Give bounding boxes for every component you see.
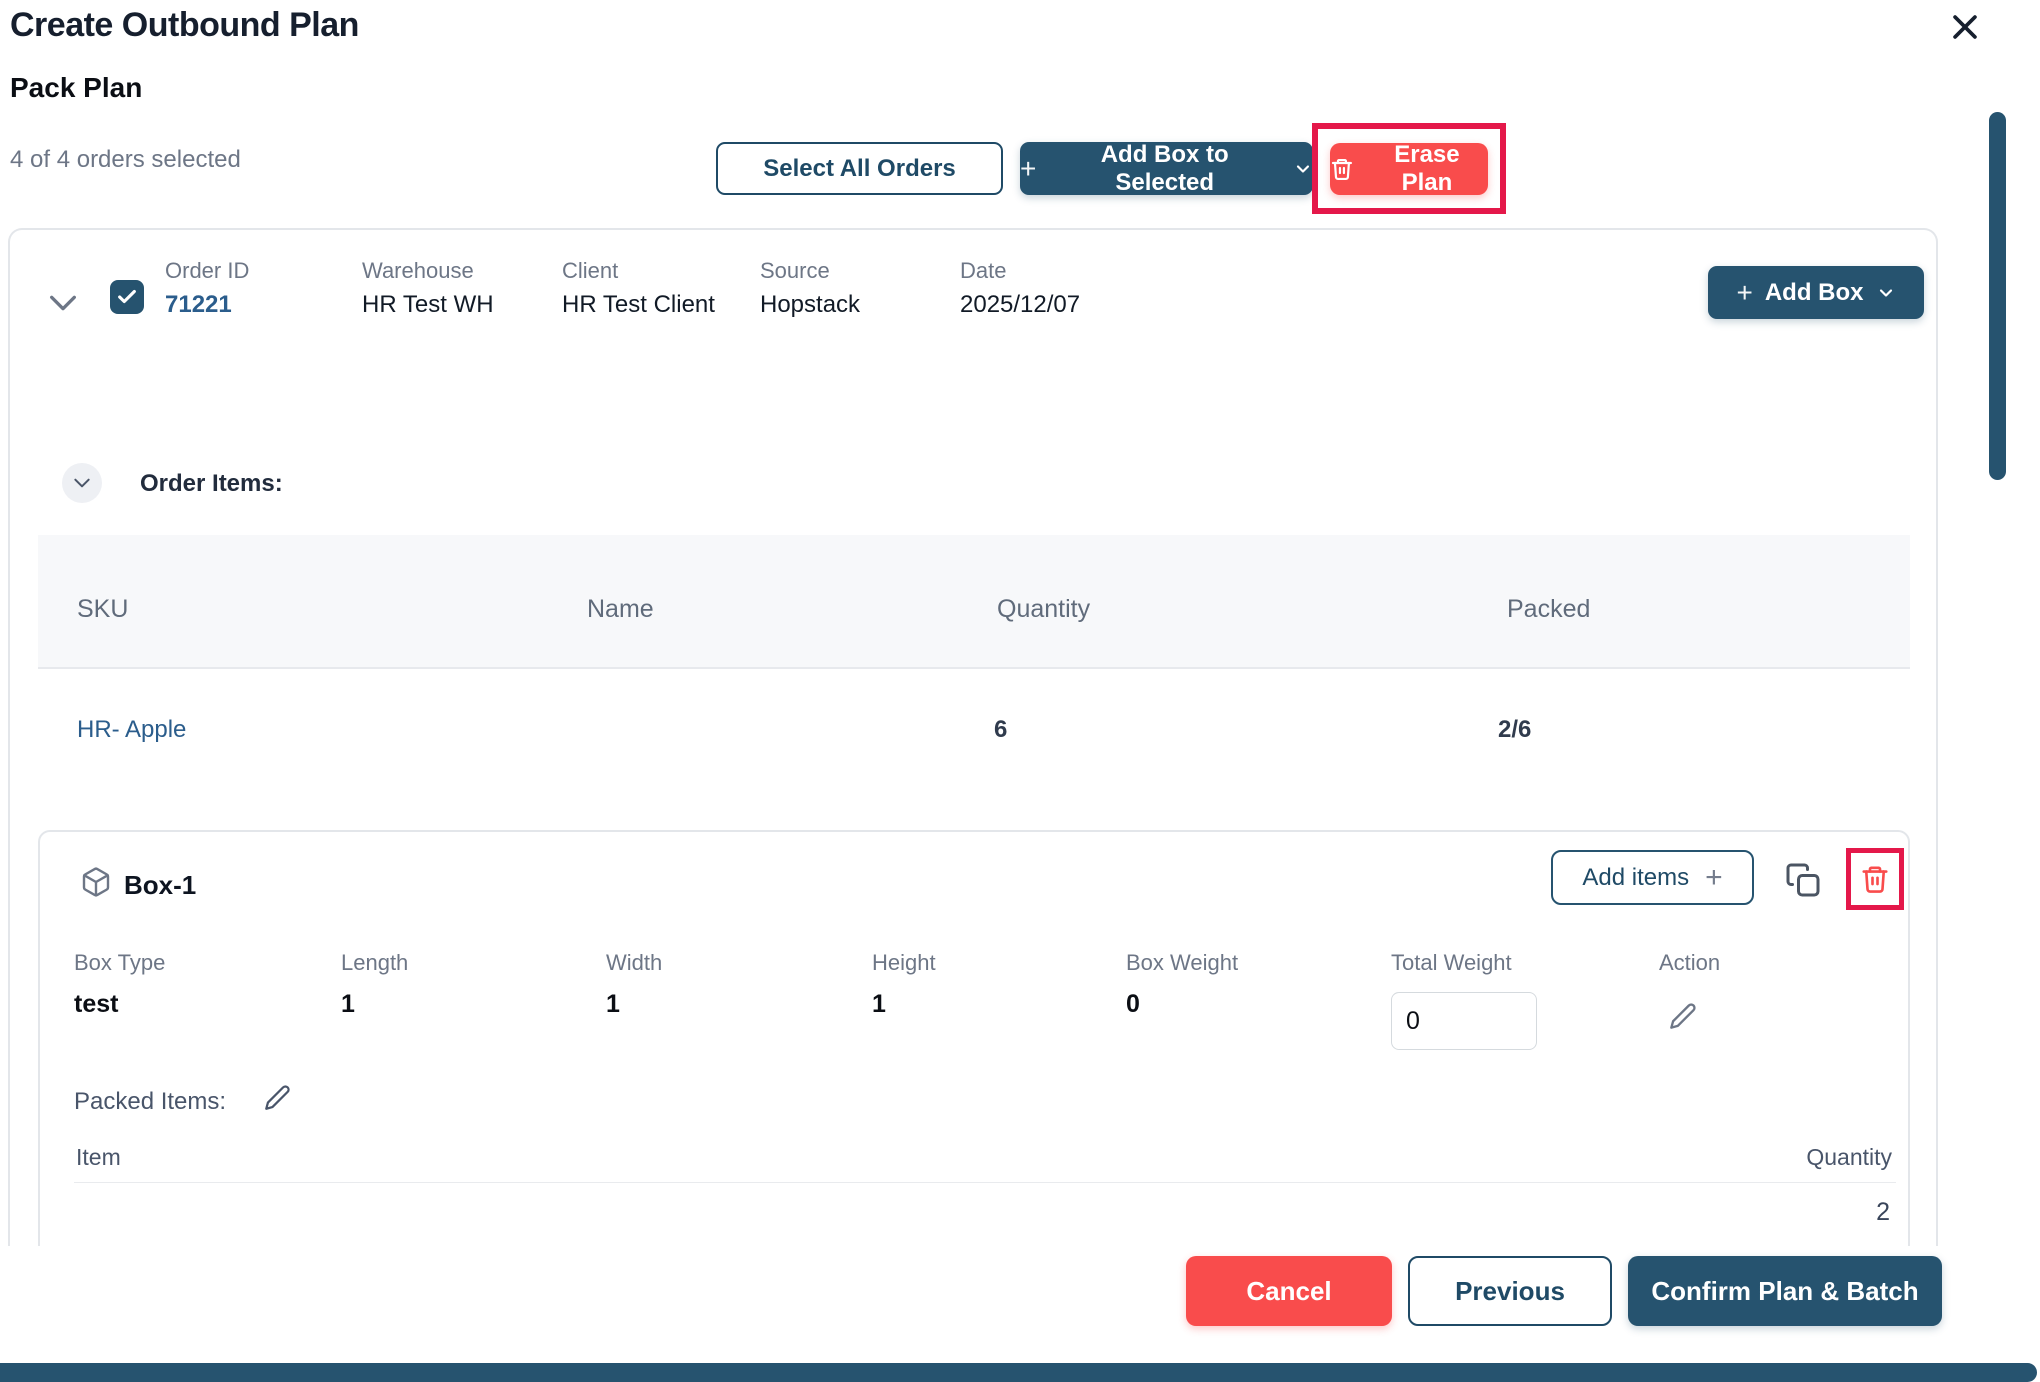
packed-column-header-item: Item <box>76 1144 121 1170</box>
box-field-length: Length 1 <box>341 950 408 1019</box>
column-header-packed: Packed <box>1507 595 1591 623</box>
order-field-value: HR Test Client <box>562 291 715 318</box>
order-checkbox[interactable] <box>110 280 144 314</box>
divider <box>74 1182 1896 1183</box>
select-all-orders-button[interactable]: Select All Orders <box>716 142 1003 195</box>
chevron-down-icon <box>50 295 76 311</box>
order-field-label: Client <box>562 258 619 283</box>
box-field-action: Action <box>1659 950 1720 1035</box>
erase-plan-annotation-box: Erase Plan <box>1312 123 1506 214</box>
item-quantity: 6 <box>994 716 1008 743</box>
chevron-down-icon <box>1296 164 1310 173</box>
order-field-label: Source <box>760 258 830 283</box>
box-field-width: Width 1 <box>606 950 662 1019</box>
plus-icon: + <box>1736 276 1753 308</box>
column-header-quantity: Quantity <box>997 595 1091 623</box>
box-field-label: Box Type <box>74 950 166 975</box>
column-header-name: Name <box>587 595 654 623</box>
page-title: Create Outbound Plan <box>10 6 359 44</box>
packed-column-header-quantity: Quantity <box>1806 1144 1892 1170</box>
packed-item-quantity: 2 <box>1876 1198 1890 1226</box>
add-box-to-selected-button[interactable]: + Add Box to Selected <box>1020 140 1313 196</box>
box-field-value: 1 <box>606 990 620 1018</box>
chevron-down-icon <box>74 478 90 488</box>
add-box-to-selected-label: Add Box to Selected <box>1100 140 1229 196</box>
delete-box-annotation-box <box>1846 848 1904 910</box>
order-field-label: Order ID <box>165 258 250 283</box>
order-field-value: 2025/12/07 <box>960 291 1081 318</box>
order-field-label: Date <box>960 258 1007 283</box>
items-table-header: SKU Name Quantity Packed <box>38 535 1910 669</box>
order-field-order-id: Order ID 71221 <box>165 258 249 319</box>
trash-icon <box>1331 158 1352 180</box>
add-box-label: Add Box <box>1764 278 1864 306</box>
erase-plan-label: Erase Plan <box>1394 140 1460 196</box>
add-box-button[interactable]: + Add Box <box>1708 266 1924 319</box>
pencil-icon <box>1670 1003 1696 1029</box>
order-field-value: Hopstack <box>760 291 861 318</box>
item-packed: 2/6 <box>1498 716 1532 743</box>
close-icon <box>1953 15 1977 39</box>
trash-icon <box>1862 866 1888 893</box>
check-icon <box>118 289 136 304</box>
section-title: Pack Plan <box>10 72 143 103</box>
erase-plan-button[interactable]: Erase Plan <box>1330 140 1488 196</box>
previous-button[interactable]: Previous <box>1408 1256 1612 1326</box>
cancel-button[interactable]: Cancel <box>1186 1256 1392 1326</box>
close-button[interactable] <box>1938 0 1992 54</box>
box-field-value: 1 <box>872 990 886 1018</box>
order-field-date: Date 2025/12/07 <box>960 258 1080 319</box>
box-field-value: 1 <box>341 990 355 1018</box>
packed-items-label: Packed Items: <box>74 1088 227 1115</box>
box-field-label: Height <box>872 950 936 975</box>
order-field-source: Source Hopstack <box>760 258 860 319</box>
chevron-down-icon <box>1879 288 1892 297</box>
order-expand-button[interactable] <box>46 290 82 316</box>
column-header-sku: SKU <box>77 595 129 623</box>
box-field-label: Length <box>341 950 409 975</box>
selection-summary: 4 of 4 orders selected <box>10 146 241 173</box>
plus-icon: + <box>1705 860 1723 894</box>
order-field-client: Client HR Test Client <box>562 258 715 319</box>
box-card: Box-1 Add items + Box Type test Length 1… <box>38 830 1910 1246</box>
box-field-value: 0 <box>1126 990 1140 1018</box>
box-field-value: test <box>74 990 119 1018</box>
box-name: Box-1 <box>124 870 197 900</box>
box-field-label: Total Weight <box>1391 950 1512 975</box>
box-field-total-weight: Total Weight <box>1391 950 1537 1050</box>
box-field-label: Width <box>606 950 663 975</box>
vertical-scrollbar[interactable] <box>1989 112 2006 480</box>
plus-icon: + <box>1020 152 1037 184</box>
order-items-toggle-button[interactable] <box>62 463 102 503</box>
box-cube-icon <box>82 867 110 897</box>
order-card: Order ID 71221 Warehouse HR Test WH Clie… <box>8 228 1938 1246</box>
delete-box-button[interactable] <box>1860 864 1890 894</box>
box-field-weight: Box Weight 0 <box>1126 950 1238 1019</box>
add-items-label: Add items <box>1582 863 1690 891</box>
order-items-section-label: Order Items: <box>140 470 283 497</box>
box-field-label: Box Weight <box>1126 950 1239 975</box>
order-field-label: Warehouse <box>362 258 474 283</box>
total-weight-input[interactable] <box>1391 992 1537 1050</box>
item-sku-link[interactable]: HR- Apple <box>77 716 187 743</box>
horizontal-scrollbar[interactable] <box>0 1363 2037 1382</box>
order-id-link[interactable]: 71221 <box>165 291 232 318</box>
box-field-type: Box Type test <box>74 950 165 1019</box>
add-items-button[interactable]: Add items + <box>1551 850 1754 905</box>
pencil-icon <box>265 1085 290 1110</box>
confirm-plan-batch-button[interactable]: Confirm Plan & Batch <box>1628 1256 1942 1326</box>
box-field-height: Height 1 <box>872 950 936 1019</box>
box-field-label: Action <box>1659 950 1721 975</box>
order-field-warehouse: Warehouse HR Test WH <box>362 258 494 319</box>
order-field-value: HR Test WH <box>362 291 494 318</box>
duplicate-box-button[interactable] <box>1785 862 1821 898</box>
copy-icon <box>1786 863 1820 897</box>
edit-packed-items-button[interactable] <box>264 1084 291 1111</box>
edit-box-button[interactable] <box>1669 1002 1697 1030</box>
